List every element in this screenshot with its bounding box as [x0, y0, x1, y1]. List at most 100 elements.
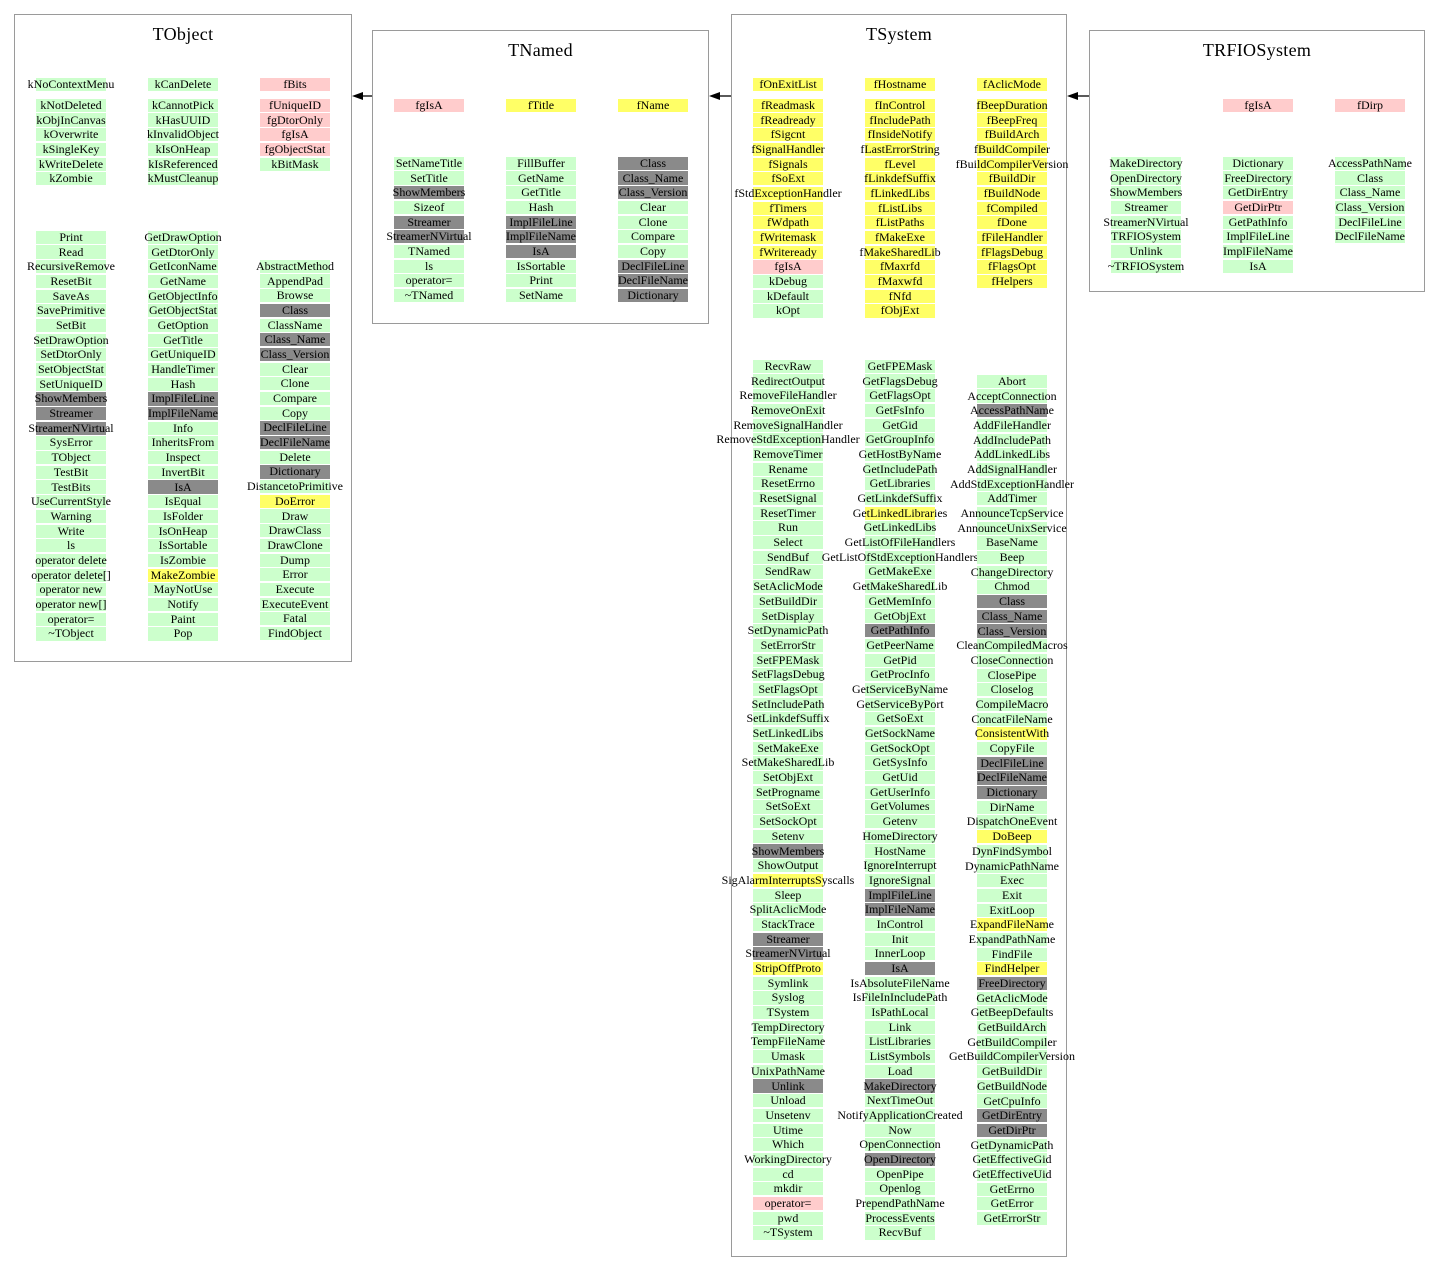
member-tobject-resetbit[interactable]: ResetBit [36, 274, 106, 288]
member-trfiosystem-fdirp[interactable]: fDirp [1335, 98, 1405, 112]
member-tobject-kcannotpick[interactable]: kCannotPick [148, 98, 218, 112]
member-tsystem-openlog[interactable]: Openlog [865, 1182, 935, 1196]
member-tsystem-syslog[interactable]: Syslog [753, 991, 823, 1005]
member-tsystem-fstdexceptionhandler[interactable]: fStdExceptionHandler [734, 186, 842, 201]
member-trfiosystem-streamernvirtual[interactable]: StreamerNVirtual [1103, 215, 1189, 229]
member-tsystem-getlinkdefsuffix[interactable]: GetLinkdefSuffix [857, 492, 943, 506]
member-tsystem-recvbuf[interactable]: RecvBuf [865, 1226, 935, 1240]
member-tsystem-fhelpers[interactable]: fHelpers [977, 275, 1047, 289]
member-tobject-invertbit[interactable]: InvertBit [148, 465, 218, 479]
member-tnamed-tnamed[interactable]: TNamed [394, 244, 464, 259]
member-tsystem-fbuildarch[interactable]: fBuildArch [977, 128, 1047, 142]
member-tsystem-getprocinfo[interactable]: GetProcInfo [865, 668, 935, 682]
member-tobject-appendpad[interactable]: AppendPad [260, 274, 330, 288]
member-tsystem-removetimer[interactable]: RemoveTimer [753, 447, 823, 462]
member-tsystem-resettimer[interactable]: ResetTimer [753, 506, 823, 520]
member-tsystem-getgroupinfo[interactable]: GetGroupInfo [865, 433, 935, 447]
member-tsystem-fsignalhandler[interactable]: fSignalHandler [751, 142, 825, 156]
member-tsystem-getbeepdefaults[interactable]: GetBeepDefaults [971, 1006, 1053, 1020]
member-tsystem-setsoext[interactable]: SetSoExt [753, 800, 823, 814]
member-tsystem-setdynamicpath[interactable]: SetDynamicPath [748, 624, 828, 638]
member-tsystem-homedirectory[interactable]: HomeDirectory [862, 829, 938, 843]
member-tsystem-unixpathname[interactable]: UnixPathName [751, 1064, 825, 1078]
member-tsystem-getdirentry[interactable]: GetDirEntry [977, 1109, 1047, 1123]
member-tobject-drawclone[interactable]: DrawClone [260, 538, 330, 552]
member-tsystem-beep[interactable]: Beep [977, 551, 1047, 565]
member-tsystem-utime[interactable]: Utime [753, 1123, 823, 1137]
member-tsystem-fonexitlist[interactable]: fOnExitList [753, 77, 823, 91]
member-tnamed-ls[interactable]: ls [394, 259, 464, 273]
member-trfiosystem-getdirptr[interactable]: GetDirPtr [1223, 200, 1293, 214]
member-tsystem-freadready[interactable]: fReadready [753, 113, 823, 127]
member-tnamed-tnamed[interactable]: ~TNamed [394, 289, 464, 303]
member-tobject-drawclass[interactable]: DrawClass [260, 524, 330, 538]
member-tobject-knotdeleted[interactable]: kNotDeleted [36, 98, 106, 112]
class-title-tnamed[interactable]: TNamed [508, 40, 573, 60]
member-tobject-fgdtoronly[interactable]: fgDtorOnly [260, 113, 330, 127]
member-tsystem-getmakeexe[interactable]: GetMakeExe [865, 565, 935, 579]
member-tobject-ls[interactable]: ls [36, 539, 106, 553]
member-tsystem-notifyapplicationcreated[interactable]: NotifyApplicationCreated [837, 1108, 963, 1122]
member-tobject-kobjincanvas[interactable]: kObjInCanvas [36, 113, 106, 127]
member-tsystem-addstdexceptionhandler[interactable]: AddStdExceptionHandler [950, 477, 1074, 491]
member-tsystem-getsockname[interactable]: GetSockName [865, 727, 935, 741]
member-tsystem-copyfile[interactable]: CopyFile [977, 742, 1047, 756]
member-tobject-delete[interactable]: Delete [260, 450, 330, 464]
member-trfiosystem-makedirectory[interactable]: MakeDirectory [1109, 156, 1183, 170]
member-tobject-inheritsfrom[interactable]: InheritsFrom [148, 436, 218, 450]
member-tsystem-fgisa[interactable]: fgIsA [753, 260, 823, 274]
member-tobject-implfilename[interactable]: ImplFileName [148, 407, 218, 421]
member-tsystem-fbuildcompilerversion[interactable]: fBuildCompilerVersion [956, 157, 1068, 171]
member-tsystem-getbuildcompiler[interactable]: GetBuildCompiler [967, 1035, 1057, 1049]
member-tsystem-finsidenotify[interactable]: fInsideNotify [865, 128, 935, 142]
member-tsystem-compilemacro[interactable]: CompileMacro [976, 697, 1048, 712]
member-tobject-kisreferenced[interactable]: kIsReferenced [148, 157, 218, 171]
member-tobject-declfilename[interactable]: DeclFileName [260, 436, 330, 450]
member-tnamed-class[interactable]: Class [618, 156, 688, 170]
member-tsystem-isfileinincludepath[interactable]: IsFileInIncludePath [853, 991, 947, 1005]
member-tsystem-getfsinfo[interactable]: GetFsInfo [865, 403, 935, 417]
member-tsystem-class-name[interactable]: Class_Name [977, 609, 1047, 623]
member-tsystem-setflagsdebug[interactable]: SetFlagsDebug [751, 668, 825, 682]
member-tsystem-exec[interactable]: Exec [977, 874, 1047, 888]
member-tsystem-streamernvirtual[interactable]: StreamerNVirtual [745, 947, 831, 961]
member-tsystem-fincludepath[interactable]: fIncludePath [865, 113, 935, 127]
member-tsystem-removeonexit[interactable]: RemoveOnExit [751, 403, 825, 417]
member-tsystem-seterrorstr[interactable]: SetErrorStr [753, 638, 823, 652]
member-tsystem-geteffectivegid[interactable]: GetEffectiveGid [972, 1153, 1052, 1167]
member-tsystem-umask[interactable]: Umask [753, 1050, 823, 1064]
member-tsystem-fobjext[interactable]: fObjExt [865, 304, 935, 318]
member-tsystem-getservicebyport[interactable]: GetServiceByPort [856, 697, 944, 711]
member-tsystem-nexttimeout[interactable]: NextTimeOut [865, 1094, 935, 1108]
member-tsystem-openpipe[interactable]: OpenPipe [865, 1167, 935, 1181]
member-tsystem-freadmask[interactable]: fReadmask [753, 98, 823, 112]
member-tnamed-compare[interactable]: Compare [618, 230, 688, 244]
member-tsystem-getcpuinfo[interactable]: GetCpuInfo [977, 1094, 1047, 1108]
member-tobject-isequal[interactable]: IsEqual [148, 495, 218, 509]
member-tsystem-removefilehandler[interactable]: RemoveFileHandler [739, 389, 837, 403]
member-tsystem-stripoffproto[interactable]: StripOffProto [753, 962, 823, 976]
member-tobject-streamer[interactable]: Streamer [36, 407, 106, 421]
member-tobject-operator-delete[interactable]: operator delete[] [31, 568, 111, 582]
member-tobject-clone[interactable]: Clone [260, 377, 330, 391]
member-tnamed-showmembers[interactable]: ShowMembers [393, 186, 465, 200]
member-tsystem-addfilehandler[interactable]: AddFileHandler [973, 418, 1051, 432]
member-tobject-isonheap[interactable]: IsOnHeap [148, 524, 218, 538]
member-tnamed-gettitle[interactable]: GetTitle [506, 186, 576, 200]
member-tsystem-fhostname[interactable]: fHostname [865, 77, 935, 91]
member-tnamed-clear[interactable]: Clear [618, 200, 688, 214]
member-tsystem-setobjext[interactable]: SetObjExt [753, 771, 823, 785]
member-tsystem-listlibraries[interactable]: ListLibraries [865, 1035, 935, 1049]
member-tsystem-implfileline[interactable]: ImplFileLine [865, 888, 935, 902]
member-tsystem-setdisplay[interactable]: SetDisplay [753, 609, 823, 623]
member-tobject-distancetoprimitive[interactable]: DistancetoPrimitive [247, 480, 343, 494]
member-tobject-setbit[interactable]: SetBit [36, 318, 106, 333]
member-tsystem-ignoreinterrupt[interactable]: IgnoreInterrupt [863, 859, 937, 873]
member-tnamed-clone[interactable]: Clone [618, 215, 688, 229]
member-tsystem-getincludepath[interactable]: GetIncludePath [863, 462, 937, 476]
member-tobject-handletimer[interactable]: HandleTimer [148, 363, 218, 377]
member-tsystem-splitaclicmode[interactable]: SplitAclicMode [750, 903, 826, 917]
member-tobject-fgobjectstat[interactable]: fgObjectStat [260, 142, 330, 156]
member-tsystem-getbuildnode[interactable]: GetBuildNode [977, 1079, 1047, 1093]
member-tsystem-sleep[interactable]: Sleep [753, 888, 823, 902]
